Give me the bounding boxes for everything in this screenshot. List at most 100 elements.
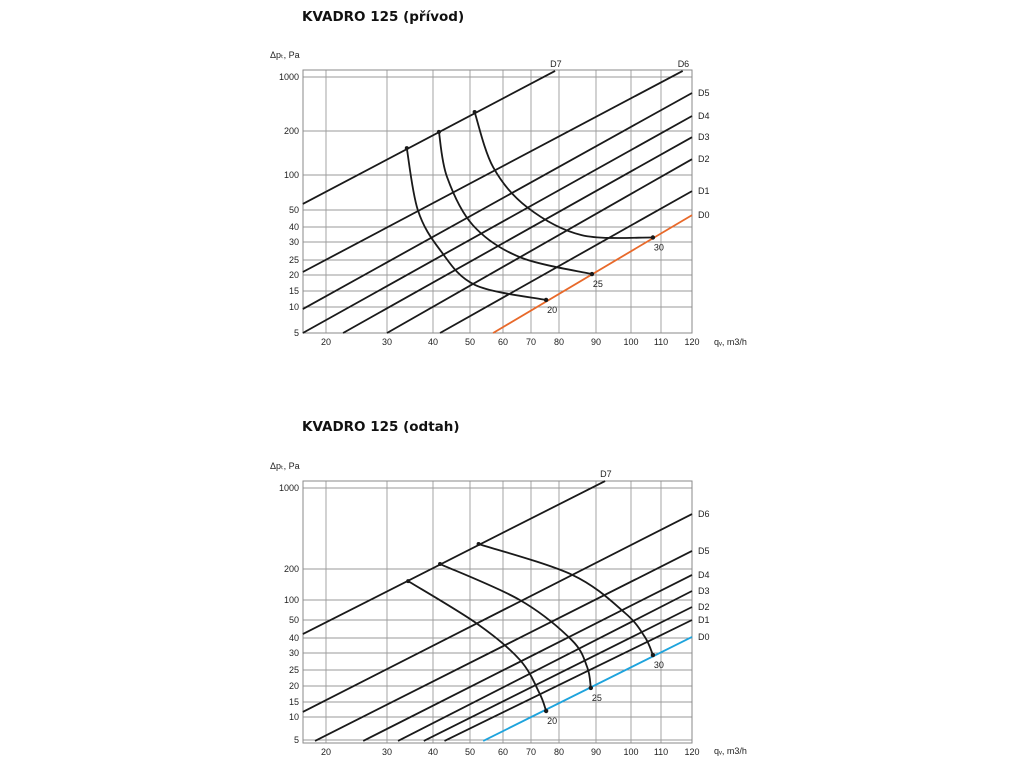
curve-end-point — [543, 297, 549, 303]
y-tick-label: 5 — [294, 735, 299, 745]
y-tick-label: 100 — [284, 595, 299, 605]
x-tick-label: 120 — [684, 337, 699, 347]
x-axis-label: qᵥ, m3/h — [714, 337, 747, 347]
x-tick-label: 80 — [554, 747, 564, 757]
x-tick-label: 70 — [526, 747, 536, 757]
series-line-d4 — [302, 115, 693, 334]
y-tick-label: 30 — [289, 237, 299, 247]
y-tick-label: 40 — [289, 222, 299, 232]
x-tick-label: 110 — [654, 747, 668, 757]
curve-start-point — [476, 541, 481, 546]
series-line-d3 — [342, 136, 693, 334]
y-tick-label: 10 — [289, 712, 299, 722]
curve-25 — [439, 563, 592, 689]
x-tick-label: 100 — [623, 747, 638, 757]
series-line-d5 — [302, 92, 693, 310]
chart-odtah: KVADRO 125 (odtah) Δpₜ, Pa qᵥ, m3/h 20 30… — [270, 419, 747, 757]
x-axis-label: qᵥ, m3/h — [714, 746, 747, 756]
curve-20 — [405, 148, 547, 301]
x-tick-label: 110 — [654, 337, 668, 347]
x-tick-label: 60 — [498, 337, 508, 347]
curve-start-point — [472, 110, 477, 115]
y-tick-label: 25 — [289, 255, 299, 265]
curve-label: 20 — [547, 305, 557, 315]
y-tick-label: 1000 — [279, 483, 299, 493]
y-tick-label: 20 — [289, 681, 299, 691]
curve-label: 25 — [592, 693, 602, 703]
series-label: D2 — [698, 154, 710, 164]
curve-end-point — [650, 652, 656, 658]
y-tick-label: 30 — [289, 648, 299, 658]
chart-title: KVADRO 125 (přívod) — [302, 9, 464, 25]
x-tick-label: 80 — [554, 337, 564, 347]
curve-end-point — [589, 271, 595, 277]
series-line-d6 — [302, 70, 684, 273]
series-line-d0 — [482, 636, 693, 742]
x-tick-label: 40 — [428, 337, 438, 347]
y-tick-label: 200 — [284, 126, 299, 136]
plot-frame — [302, 480, 693, 744]
curve-25 — [438, 131, 593, 275]
x-tick-label: 120 — [684, 747, 699, 757]
x-tick-label: 20 — [321, 337, 331, 347]
y-tick-label: 15 — [289, 286, 299, 296]
y-tick-label: 40 — [289, 633, 299, 643]
chart-privod: KVADRO 125 (přívod) Δpₜ, Pa qᵥ, m3/h 20 3… — [270, 9, 747, 347]
y-tick-label: 5 — [294, 328, 299, 338]
curve-start-point — [406, 579, 411, 584]
chart-title: KVADRO 125 (odtah) — [302, 419, 460, 435]
y-tick-label: 20 — [289, 270, 299, 280]
plot-frame — [302, 69, 693, 334]
series-line-d4 — [362, 574, 693, 742]
x-tick-label: 50 — [465, 747, 475, 757]
y-axis-label: Δpₜ, Pa — [270, 461, 300, 471]
series-label: D6 — [678, 59, 690, 69]
curve-start-point — [436, 129, 441, 134]
series-label: D2 — [698, 602, 710, 612]
series-label: D3 — [698, 132, 710, 142]
x-tick-label: 30 — [382, 337, 392, 347]
x-tick-label: 60 — [498, 747, 508, 757]
curve-20 — [407, 580, 547, 712]
x-tick-label: 40 — [428, 747, 438, 757]
curve-end-point — [650, 235, 656, 240]
curve-label: 30 — [654, 243, 664, 253]
series-label: D0 — [698, 632, 710, 642]
series-line-d7 — [302, 70, 556, 205]
series-line-d2 — [386, 158, 693, 334]
series-line-d1 — [444, 619, 693, 742]
curve-start-point — [404, 146, 409, 151]
curve-30 — [478, 543, 654, 656]
x-tick-label: 90 — [591, 747, 601, 757]
series-label: D4 — [698, 111, 710, 121]
x-tick-label: 90 — [591, 337, 601, 347]
series-label: D5 — [698, 546, 710, 556]
y-axis-label: Δpₜ, Pa — [270, 50, 300, 60]
y-tick-label: 10 — [289, 302, 299, 312]
curve-label: 30 — [654, 660, 664, 670]
series-line-d7 — [302, 480, 606, 635]
y-tick-label: 15 — [289, 697, 299, 707]
curve-end-point — [588, 685, 594, 691]
y-tick-label: 50 — [289, 615, 299, 625]
series-line-d2 — [423, 606, 693, 742]
series-label: D7 — [600, 469, 612, 479]
series-label: D0 — [698, 210, 710, 220]
series-label: D1 — [698, 186, 710, 196]
y-tick-label: 200 — [284, 564, 299, 574]
series-label: D5 — [698, 88, 710, 98]
series-line-d3 — [397, 590, 693, 742]
series-label: D7 — [550, 59, 562, 69]
y-tick-label: 25 — [289, 665, 299, 675]
curve-30 — [473, 111, 653, 239]
curve-label: 20 — [547, 716, 557, 726]
x-tick-label: 50 — [465, 337, 475, 347]
y-tick-label: 100 — [284, 170, 299, 180]
x-tick-label: 70 — [526, 337, 536, 347]
y-tick-label: 1000 — [279, 72, 299, 82]
series-label: D1 — [698, 615, 710, 625]
series-label: D6 — [698, 509, 710, 519]
x-tick-label: 20 — [321, 747, 331, 757]
curve-end-point — [543, 708, 549, 714]
